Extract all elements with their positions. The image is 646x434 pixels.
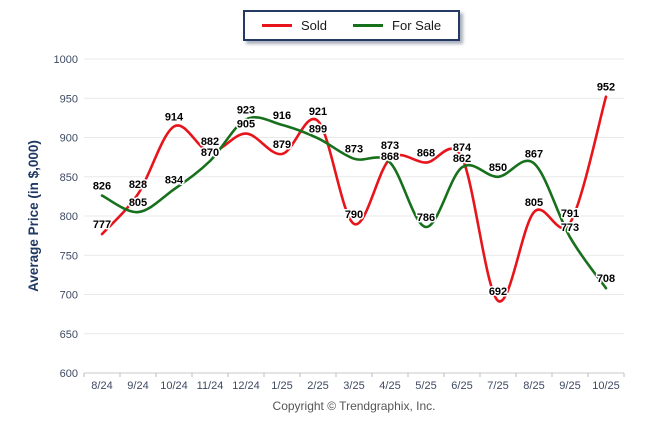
x-tick-label: 4/25 <box>379 380 400 392</box>
data-point-label: 828 <box>129 179 147 191</box>
data-point-label: 870 <box>201 147 219 159</box>
data-point-label: 777 <box>93 219 111 231</box>
y-tick-label: 700 <box>60 290 78 302</box>
data-point-label: 826 <box>93 181 111 193</box>
for-sale-line-swatch <box>353 24 384 27</box>
data-point-label: 952 <box>597 82 615 94</box>
data-point-label: 708 <box>597 273 615 285</box>
x-tick-label: 9/25 <box>559 380 580 392</box>
data-point-label: 791 <box>561 208 579 220</box>
legend-item-for-sale: For Sale <box>353 19 441 32</box>
y-tick-label: 850 <box>60 172 78 184</box>
x-tick-label: 6/25 <box>451 380 472 392</box>
y-tick-label: 750 <box>60 250 78 262</box>
copyright-text: Copyright © Trendgraphix, Inc. <box>272 399 436 413</box>
legend-label-for-sale: For Sale <box>392 18 442 33</box>
data-point-label: 868 <box>381 151 399 163</box>
y-tick-label: 950 <box>60 93 78 105</box>
x-tick-label: 8/25 <box>523 380 544 392</box>
x-tick-label: 10/24 <box>160 380 188 392</box>
legend-item-sold: Sold <box>262 19 327 32</box>
x-tick-label: 9/24 <box>127 380 148 392</box>
sold-line-swatch <box>262 24 292 27</box>
data-point-label: 905 <box>237 119 255 131</box>
data-point-label: 916 <box>273 110 291 122</box>
data-point-label: 834 <box>165 174 184 186</box>
for-sale-line <box>100 115 608 290</box>
sold-line <box>100 95 608 303</box>
y-tick-label: 800 <box>60 211 78 223</box>
x-tick-label: 11/24 <box>197 380 224 392</box>
x-tick-label: 8/24 <box>91 380 112 392</box>
data-point-label: 899 <box>309 123 327 135</box>
data-point-label: 873 <box>345 144 363 156</box>
data-point-label: 692 <box>489 286 507 298</box>
data-point-label: 882 <box>201 136 219 148</box>
data-point-label: 868 <box>417 148 435 160</box>
x-tick-label: 5/25 <box>415 380 436 392</box>
y-tick-label: 650 <box>60 329 78 341</box>
data-point-label: 773 <box>561 222 579 234</box>
x-tick-label: 1/25 <box>271 380 292 392</box>
data-point-label: 850 <box>489 162 507 174</box>
x-tick-label: 10/25 <box>592 380 620 392</box>
data-point-label: 805 <box>129 197 147 209</box>
y-axis-title: Average Price (in $,000) <box>26 140 41 292</box>
data-point-label: 873 <box>381 140 399 152</box>
data-point-label: 790 <box>345 209 363 221</box>
data-point-label: 879 <box>273 139 291 151</box>
y-tick-label: 1000 <box>54 54 78 66</box>
data-point-label: 921 <box>309 106 327 118</box>
data-point-label: 874 <box>453 142 472 154</box>
data-point-label: 805 <box>525 197 543 209</box>
data-point-label: 862 <box>453 153 471 165</box>
x-tick-label: 3/25 <box>343 380 364 392</box>
legend-label-sold: Sold <box>301 18 328 33</box>
y-tick-label: 600 <box>60 368 78 380</box>
x-tick-label: 2/25 <box>307 380 328 392</box>
y-tick-label: 900 <box>60 133 78 145</box>
data-point-label: 914 <box>165 112 184 124</box>
data-point-label: 867 <box>525 148 543 160</box>
x-tick-label: 7/25 <box>487 380 508 392</box>
data-point-label: 786 <box>417 212 435 224</box>
data-point-label: 923 <box>237 104 255 116</box>
x-tick-label: 12/24 <box>232 380 260 392</box>
chart-legend: Sold For Sale <box>243 10 461 41</box>
